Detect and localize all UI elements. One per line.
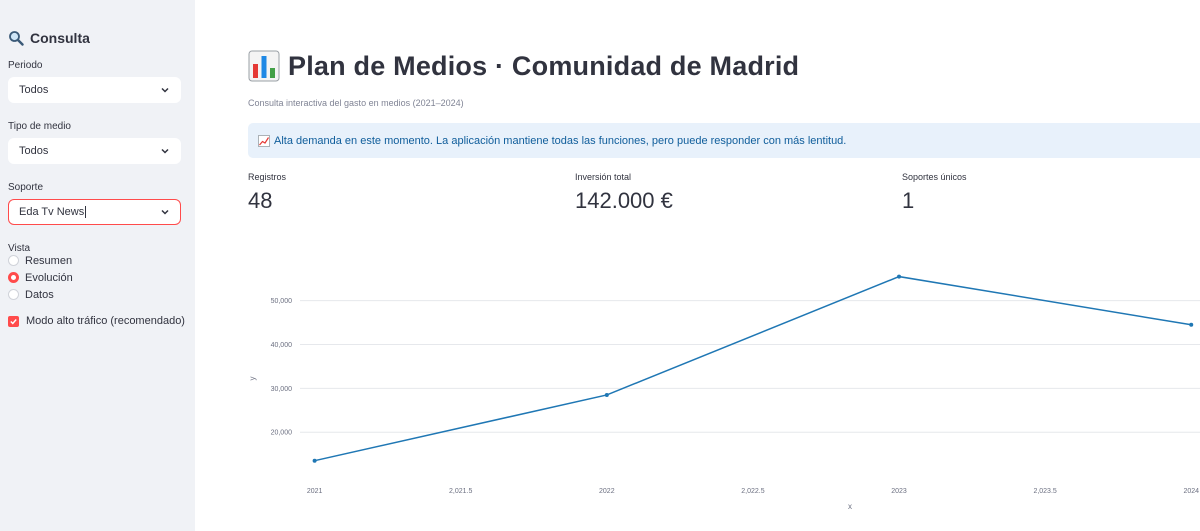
y-tick-label: 20,000	[271, 430, 293, 437]
info-banner: Alta demanda en este momento. La aplicac…	[248, 123, 1200, 158]
y-axis-title: y	[248, 377, 257, 381]
radio-label: Evolución	[25, 271, 73, 284]
page-title: Plan de Medios · Comunidad de Madrid	[248, 50, 799, 82]
radio-label: Resumen	[25, 254, 73, 267]
magnifier-icon	[9, 31, 24, 46]
tipo-medio-label: Tipo de medio	[8, 121, 71, 132]
metric-label: Soportes únicos	[902, 172, 967, 182]
metric-soportes-unicos: Soportes únicos 1	[902, 172, 967, 214]
radio-datos[interactable]: Datos	[8, 286, 187, 303]
modo-alto-trafico-checkbox[interactable]: Modo alto tráfico (recomendado)	[8, 315, 187, 327]
page-heading: Plan de Medios · Comunidad de Madrid	[288, 50, 800, 81]
data-point	[312, 458, 317, 463]
data-point	[1189, 322, 1194, 327]
x-tick-label: 2023	[891, 488, 907, 495]
metric-value: 142.000 €	[575, 188, 673, 213]
y-tick-label: 30,000	[271, 386, 293, 393]
tipo-medio-select[interactable]: Todos	[8, 138, 181, 164]
chevron-down-icon	[161, 148, 169, 154]
x-tick-label: 2,021.5	[449, 488, 472, 495]
checkbox-checked[interactable]	[8, 315, 19, 327]
tipo-medio-value: Todos	[19, 145, 49, 157]
sidebar-header: Consulta	[8, 30, 187, 46]
main-content: Plan de Medios · Comunidad de Madrid Con…	[195, 0, 1200, 531]
banner-text: Alta demanda en este momento. La aplicac…	[274, 134, 847, 147]
metric-label: Inversión total	[575, 172, 632, 182]
checkbox-label: Modo alto tráfico (recomendado)	[26, 315, 185, 327]
x-tick-label: 2024	[1183, 488, 1199, 495]
check-icon	[10, 318, 17, 325]
data-point	[897, 274, 902, 279]
soporte-select[interactable]: Eda Tv News	[8, 199, 181, 225]
metric-registros: Registros 48	[248, 172, 286, 214]
chart-increasing-icon	[258, 134, 270, 147]
page-caption: Consulta interactiva del gasto en medios…	[248, 98, 464, 108]
x-tick-label: 2,022.5	[741, 488, 764, 495]
text-caret	[85, 206, 87, 219]
metric-value: 48	[248, 188, 273, 213]
chart-svg: 20,000 30,000 40,000 50,000 2021 2,021.5 2022 2…	[248, 274, 1200, 511]
radio-evolucion[interactable]: Evolución	[8, 269, 187, 286]
radio-label: Datos	[25, 288, 54, 301]
chevron-down-icon	[161, 209, 169, 215]
soporte-label: Soporte	[8, 182, 44, 193]
vista-label: Vista	[8, 243, 31, 254]
x-tick-label: 2022	[599, 488, 615, 495]
evolution-chart[interactable]: 20,000 30,000 40,000 50,000 2021 2,021.5 2022 2…	[195, 255, 1200, 531]
series-line	[314, 275, 1192, 462]
metric-value: 1	[902, 188, 915, 213]
x-tick-label: 2,023.5	[1033, 488, 1056, 495]
vista-radio-group: Resumen Evolución Datos	[8, 252, 187, 303]
periodo-select[interactable]: Todos	[8, 77, 181, 103]
sidebar-title: Consulta	[30, 30, 90, 46]
data-point	[604, 392, 609, 397]
y-tick-label: 40,000	[271, 342, 293, 349]
sidebar: Consulta Periodo Todos Tipo de medio Tod…	[0, 0, 195, 531]
radio-circle[interactable]	[8, 289, 19, 300]
chevron-down-icon	[161, 87, 169, 93]
soporte-value: Eda Tv News	[19, 205, 85, 218]
periodo-value: Todos	[19, 84, 49, 96]
radio-resumen[interactable]: Resumen	[8, 252, 187, 269]
metric-inversion-total: Inversión total 142.000 €	[575, 172, 673, 214]
radio-circle[interactable]	[8, 255, 19, 266]
x-tick-label: 2021	[307, 488, 323, 495]
periodo-label: Periodo	[8, 60, 43, 71]
metric-label: Registros	[248, 172, 287, 182]
bar-chart-icon	[248, 50, 280, 82]
y-tick-label: 50,000	[271, 298, 293, 305]
x-axis-title: x	[848, 502, 852, 511]
radio-circle-selected[interactable]	[8, 272, 19, 283]
